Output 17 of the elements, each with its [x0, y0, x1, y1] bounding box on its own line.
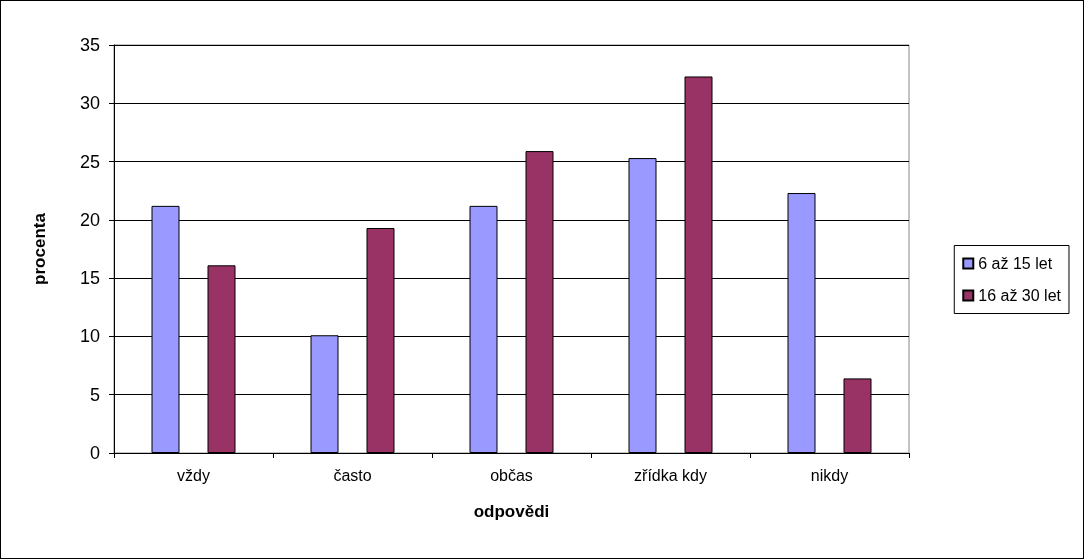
y-tick-label: 0 [89, 443, 100, 463]
legend-label: 6 až 15 let [978, 255, 1053, 272]
y-tick-label: 35 [79, 35, 100, 55]
x-tick-label: často [333, 466, 372, 484]
x-tick-label: nikdy [810, 466, 849, 484]
y-tick-label: 15 [79, 268, 100, 289]
x-axis-title: odpovědi [473, 502, 550, 521]
y-tick-label: 10 [79, 326, 100, 347]
y-tick-label: 25 [79, 151, 100, 172]
y-tick-label: 5 [89, 384, 100, 405]
y-axis-title: procenta [30, 212, 49, 285]
x-tick-label: vždy [177, 466, 210, 484]
x-tick-label: zřídka kdy [634, 466, 707, 484]
x-tick-label: občas [490, 466, 533, 484]
legend-label: 16 až 30 let [978, 287, 1062, 304]
y-tick-label: 20 [79, 209, 100, 230]
y-tick-label: 30 [79, 93, 100, 114]
